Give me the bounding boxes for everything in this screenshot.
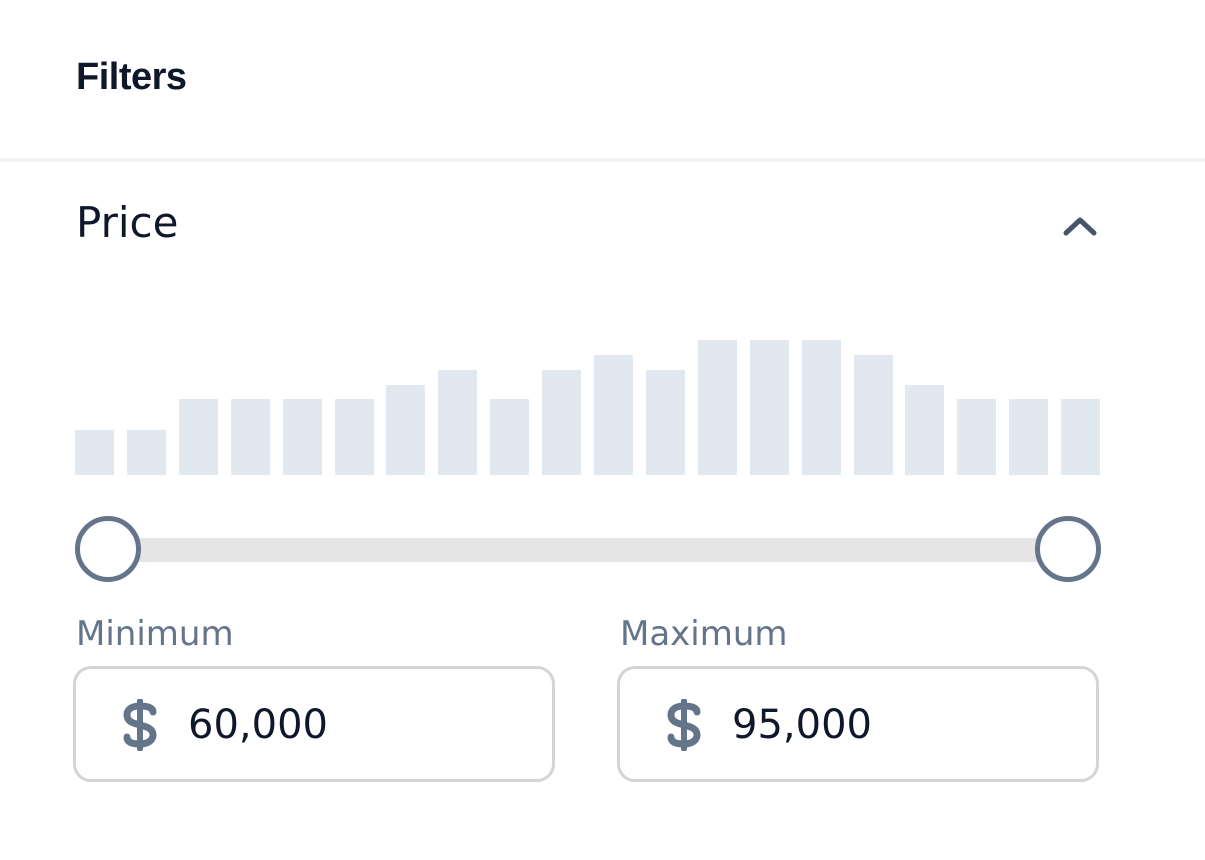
histogram-bar xyxy=(594,355,633,475)
histogram-bar xyxy=(231,399,270,475)
histogram-bar xyxy=(750,340,789,475)
histogram-bar xyxy=(957,399,996,475)
maximum-label: Maximum xyxy=(620,614,788,654)
histogram-bar xyxy=(179,399,218,475)
minimum-price-input[interactable] xyxy=(188,697,528,753)
histogram-bar xyxy=(698,340,737,475)
histogram-bar xyxy=(802,340,841,475)
minimum-label: Minimum xyxy=(76,614,234,654)
chevron-up-icon xyxy=(1063,217,1097,236)
slider-min-handle[interactable] xyxy=(75,516,141,582)
price-section-title[interactable]: Price xyxy=(76,198,179,247)
histogram-bar xyxy=(75,430,114,475)
slider-max-handle[interactable] xyxy=(1035,516,1101,582)
price-range-slider[interactable] xyxy=(75,516,1101,584)
histogram-bar xyxy=(854,355,893,475)
maximum-price-field[interactable] xyxy=(617,666,1099,782)
price-histogram xyxy=(75,300,1101,475)
histogram-bar xyxy=(646,370,685,475)
histogram-bar xyxy=(490,399,529,475)
slider-track[interactable] xyxy=(75,538,1101,562)
histogram-bar xyxy=(542,370,581,475)
collapse-price-button[interactable] xyxy=(1056,204,1104,248)
filters-title: Filters xyxy=(76,56,187,98)
histogram-bar xyxy=(335,399,374,475)
maximum-price-input[interactable] xyxy=(732,697,1072,753)
histogram-bar xyxy=(127,430,166,475)
histogram-bar xyxy=(386,385,425,475)
minimum-price-field[interactable] xyxy=(73,666,555,782)
filters-header: Filters xyxy=(0,0,1205,162)
dollar-icon xyxy=(667,699,701,751)
histogram-bar xyxy=(1061,399,1100,475)
histogram-bar xyxy=(905,385,944,475)
histogram-bar xyxy=(283,399,322,475)
histogram-bar xyxy=(1009,399,1048,475)
dollar-icon xyxy=(123,699,157,751)
histogram-bar xyxy=(438,370,477,475)
